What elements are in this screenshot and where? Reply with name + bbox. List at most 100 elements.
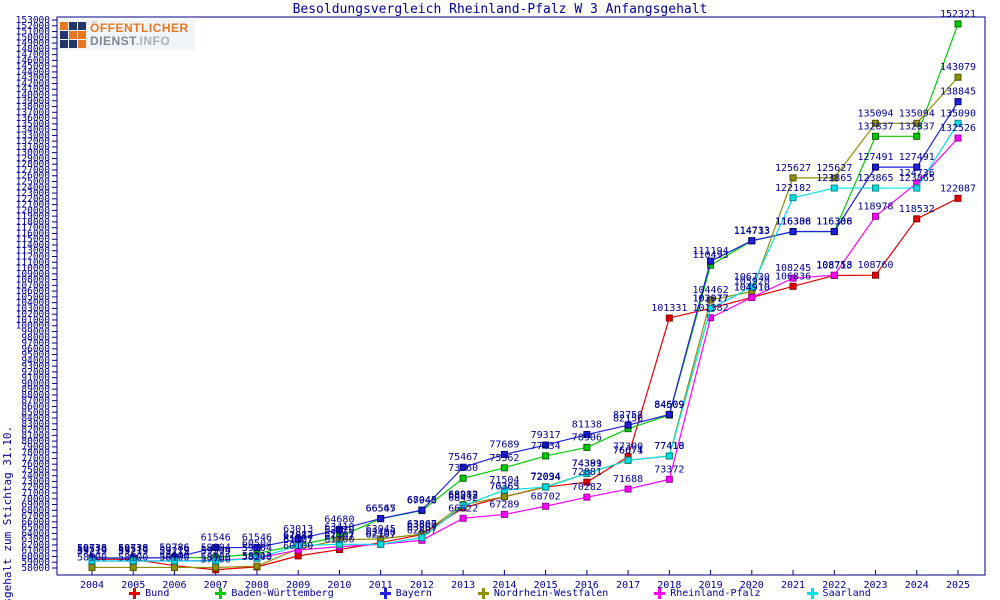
svg-text:128000: 128000 <box>16 159 51 170</box>
data-point <box>913 184 921 192</box>
svg-text:2008: 2008 <box>245 580 269 591</box>
svg-text:70363: 70363 <box>489 482 519 493</box>
series-labels-bayern: 59738 59738 59786 61546 61546 63013 64680 66565… <box>77 87 976 554</box>
svg-text:127491: 127491 <box>857 152 893 163</box>
svg-text:98000: 98000 <box>21 332 50 343</box>
svg-text:108713: 108713 <box>816 260 852 271</box>
svg-text:81000: 81000 <box>21 430 50 441</box>
legend-label: Bayern <box>395 588 432 599</box>
svg-text:62400: 62400 <box>366 528 396 539</box>
svg-text:132837: 132837 <box>899 121 935 132</box>
data-point <box>583 469 591 477</box>
svg-text:63410: 63410 <box>324 522 354 533</box>
data-point <box>583 478 591 486</box>
svg-text:2005: 2005 <box>121 580 145 591</box>
svg-text:71504: 71504 <box>489 475 519 486</box>
svg-text:61200: 61200 <box>324 535 354 546</box>
svg-text:82758: 82758 <box>613 410 643 421</box>
svg-text:62107: 62107 <box>366 529 396 540</box>
svg-text:106730: 106730 <box>734 272 770 283</box>
svg-text:101331: 101331 <box>651 303 687 314</box>
data-point <box>170 563 178 571</box>
data-point <box>294 542 302 550</box>
data-point <box>872 132 880 140</box>
svg-text:77689: 77689 <box>489 439 519 450</box>
svg-text:81138: 81138 <box>572 420 602 431</box>
data-point <box>294 535 302 543</box>
svg-text:122000: 122000 <box>16 194 51 205</box>
svg-text:67948: 67948 <box>407 496 437 507</box>
logo-line1: ÖFFENTLICHER <box>90 21 189 36</box>
svg-text:62107: 62107 <box>366 529 396 540</box>
svg-text:72034: 72034 <box>531 472 561 483</box>
svg-text:109000: 109000 <box>16 269 51 280</box>
series-baden-w-rttemberg <box>88 20 962 562</box>
svg-text:66565: 66565 <box>366 504 396 515</box>
svg-text:2015: 2015 <box>534 580 558 591</box>
logo-line2-info: .INFO <box>135 34 171 48</box>
svg-text:62107: 62107 <box>324 529 354 540</box>
svg-text:73372: 73372 <box>654 464 684 475</box>
svg-text:97000: 97000 <box>21 338 50 349</box>
svg-text:58313: 58313 <box>242 551 272 562</box>
data-point <box>542 502 550 510</box>
svg-text:143079: 143079 <box>940 62 976 73</box>
svg-text:84609: 84609 <box>654 400 684 411</box>
svg-text:121000: 121000 <box>16 200 51 211</box>
svg-text:150000: 150000 <box>16 32 51 43</box>
data-point <box>954 119 962 127</box>
svg-text:83000: 83000 <box>21 419 50 430</box>
data-point <box>459 463 467 471</box>
svg-text:68812: 68812 <box>448 491 478 502</box>
svg-text:106836: 106836 <box>775 271 811 282</box>
data-point <box>170 557 178 565</box>
data-point <box>500 493 508 501</box>
data-point <box>418 534 426 542</box>
svg-text:2010: 2010 <box>327 580 351 591</box>
svg-text:79317: 79317 <box>531 430 561 441</box>
svg-text:91000: 91000 <box>21 373 50 384</box>
svg-text:120000: 120000 <box>16 205 51 216</box>
data-point <box>954 20 962 28</box>
data-point <box>789 174 797 182</box>
data-point <box>913 119 921 127</box>
legend-item-nordrhein-westfalen: Nordrhein-Westfalen <box>477 588 608 599</box>
svg-text:63800: 63800 <box>407 520 437 531</box>
svg-text:2006: 2006 <box>162 580 186 591</box>
svg-text:102000: 102000 <box>16 309 51 320</box>
svg-text:85000: 85000 <box>21 407 50 418</box>
svg-text:58000: 58000 <box>21 563 50 574</box>
legend-marker-icon <box>215 588 227 599</box>
svg-text:68702: 68702 <box>531 491 561 502</box>
svg-text:59704: 59704 <box>242 543 272 554</box>
svg-text:122182: 122182 <box>775 183 811 194</box>
svg-text:149000: 149000 <box>16 38 51 49</box>
svg-text:63867: 63867 <box>407 519 437 530</box>
svg-text:2013: 2013 <box>451 580 475 591</box>
svg-text:108245: 108245 <box>775 263 811 274</box>
svg-text:58100: 58100 <box>118 552 148 563</box>
svg-text:82156: 82156 <box>613 414 643 425</box>
svg-text:110000: 110000 <box>16 263 51 274</box>
svg-text:153000: 153000 <box>16 15 51 26</box>
data-point <box>212 544 220 552</box>
data-point <box>872 163 880 171</box>
svg-text:73000: 73000 <box>21 476 50 487</box>
svg-text:104462: 104462 <box>693 285 729 296</box>
series-labels-nordrhein-westfalen: 58100 58100 58100 58100 58313 61327 62870 63045… <box>77 62 976 563</box>
data-point <box>500 464 508 472</box>
svg-text:58100: 58100 <box>159 552 189 563</box>
data-point <box>253 562 261 570</box>
data-point <box>830 184 838 192</box>
svg-text:146000: 146000 <box>16 55 51 66</box>
site-logo[interactable]: ÖFFENTLICHER DIENST.INFO <box>58 20 195 50</box>
svg-text:116338: 116338 <box>816 216 852 227</box>
svg-text:116306: 116306 <box>775 217 811 228</box>
data-point <box>707 305 715 313</box>
svg-text:77000: 77000 <box>21 453 50 464</box>
svg-text:133000: 133000 <box>16 130 51 141</box>
svg-text:132526: 132526 <box>940 123 976 134</box>
svg-text:101382: 101382 <box>693 303 729 314</box>
data-point <box>542 441 550 449</box>
